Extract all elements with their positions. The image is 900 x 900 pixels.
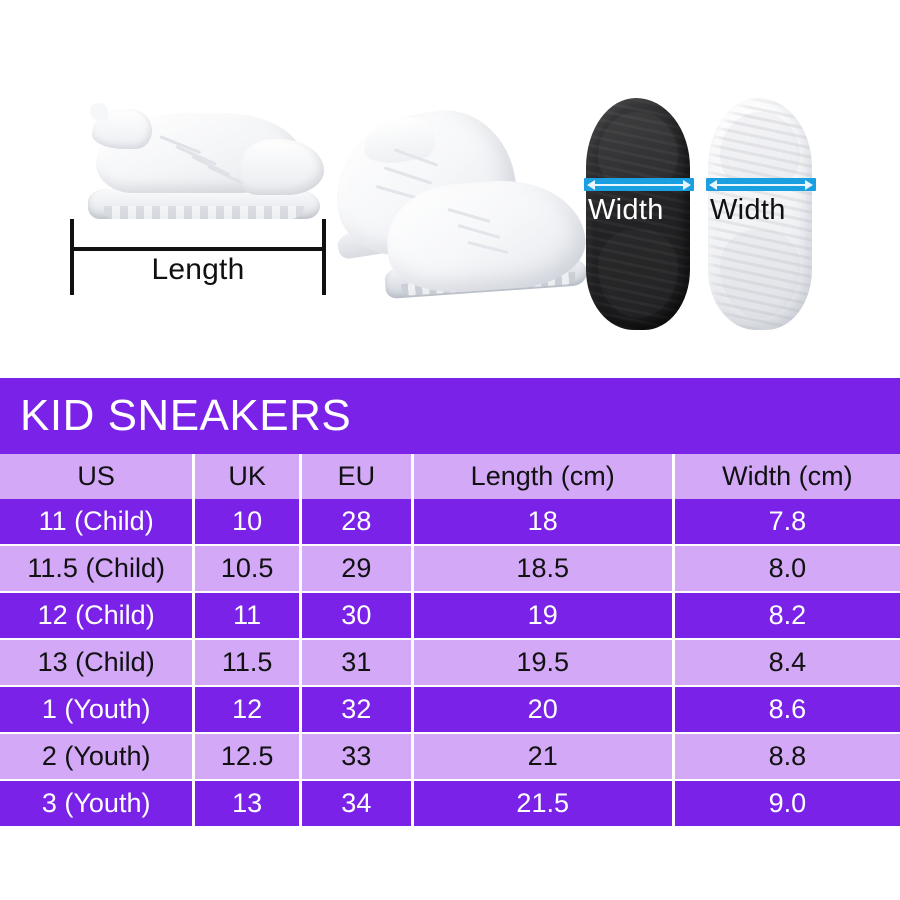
cell-uk: 12	[195, 687, 299, 732]
cell-uk: 11	[195, 593, 299, 638]
shoe-pair-view	[325, 100, 589, 315]
cell-width: 7.8	[674, 499, 900, 544]
table-row: 13 (Child) 11.5 31 19.5 8.4	[0, 640, 900, 685]
cell-us: 2 (Youth)	[0, 734, 193, 779]
sneaker-side-graphic	[88, 103, 324, 225]
table-row: 12 (Child) 11 30 19 8.2	[0, 593, 900, 638]
cell-length: 18.5	[413, 546, 672, 591]
width-arrow-light	[706, 178, 816, 191]
cell-width: 9.0	[674, 781, 900, 826]
table-row: 11.5 (Child) 10.5 29 18.5 8.0	[0, 546, 900, 591]
outsole-heel-pad	[720, 230, 800, 319]
cell-us: 1 (Youth)	[0, 687, 193, 732]
cell-eu: 28	[302, 499, 411, 544]
column-header-eu: EU	[302, 454, 411, 499]
cell-length: 18	[413, 499, 672, 544]
cell-eu: 33	[302, 734, 411, 779]
cell-width: 8.8	[674, 734, 900, 779]
row-divider	[0, 544, 900, 546]
cell-length: 19.5	[413, 640, 672, 685]
cell-eu: 30	[302, 593, 411, 638]
width-arrow-dark	[584, 178, 694, 191]
cell-us: 11.5 (Child)	[0, 546, 193, 591]
row-divider	[0, 779, 900, 781]
cell-us: 13 (Child)	[0, 640, 193, 685]
table-row: 1 (Youth) 12 32 20 8.6	[0, 687, 900, 732]
cell-width: 8.0	[674, 546, 900, 591]
length-measure-bracket: Length	[70, 219, 326, 295]
cell-length: 21.5	[413, 781, 672, 826]
row-divider	[0, 685, 900, 687]
bracket-horizontal-bar	[70, 247, 326, 251]
outsoles-view: Width Width	[584, 98, 816, 330]
sneaker-tread-pattern	[104, 206, 304, 219]
sneaker-toe-shape	[238, 139, 324, 195]
cell-eu: 34	[302, 781, 411, 826]
table-title: KID SNEAKERS	[0, 378, 900, 454]
cell-width: 8.4	[674, 640, 900, 685]
cell-uk: 13	[195, 781, 299, 826]
table-row: 11 (Child) 10 28 18 7.8	[0, 499, 900, 544]
cell-length: 20	[413, 687, 672, 732]
row-divider	[0, 732, 900, 734]
cell-width: 8.6	[674, 687, 900, 732]
cell-eu: 31	[302, 640, 411, 685]
arrow-head-right	[805, 179, 813, 190]
cell-us: 3 (Youth)	[0, 781, 193, 826]
outsole-heel-pad	[598, 230, 677, 318]
bracket-tick-right	[322, 219, 326, 295]
cell-uk: 12.5	[195, 734, 299, 779]
table-row: 3 (Youth) 13 34 21.5 9.0	[0, 781, 900, 826]
cell-uk: 10.5	[195, 546, 299, 591]
column-header-length: Length (cm)	[413, 454, 672, 499]
cell-width: 8.2	[674, 593, 900, 638]
table-header-row: US UK EU Length (cm) Width (cm)	[0, 454, 900, 499]
arrow-head-right	[683, 179, 691, 190]
row-divider	[0, 591, 900, 593]
width-label-light: Width	[710, 194, 786, 226]
arrow-shaft	[714, 183, 808, 186]
cell-eu: 29	[302, 546, 411, 591]
cell-us: 11 (Child)	[0, 499, 193, 544]
shoe-illustration-panel: Length	[0, 0, 900, 378]
width-label-dark: Width	[588, 194, 664, 226]
cell-eu: 32	[302, 687, 411, 732]
cell-us: 12 (Child)	[0, 593, 193, 638]
cell-length: 21	[413, 734, 672, 779]
arrow-shaft	[592, 183, 686, 186]
column-header-uk: UK	[195, 454, 299, 499]
dark-outsole	[586, 98, 690, 330]
sneaker-heel-tab	[90, 103, 108, 121]
light-outsole	[708, 98, 812, 330]
arrow-head-left	[587, 179, 595, 190]
size-chart-table: KID SNEAKERS US UK EU Length (cm) Width …	[0, 378, 900, 826]
column-header-width: Width (cm)	[674, 454, 900, 499]
cell-uk: 11.5	[195, 640, 299, 685]
column-header-us: US	[0, 454, 193, 499]
arrow-head-left	[709, 179, 717, 190]
cell-length: 19	[413, 593, 672, 638]
cell-uk: 10	[195, 499, 299, 544]
bracket-tick-left	[70, 219, 74, 295]
length-label: Length	[151, 253, 245, 286]
row-divider	[0, 638, 900, 640]
shoe-side-view: Length	[70, 103, 330, 295]
outsole-forefoot-pad	[720, 111, 800, 191]
table-row: 2 (Youth) 12.5 33 21 8.8	[0, 734, 900, 779]
